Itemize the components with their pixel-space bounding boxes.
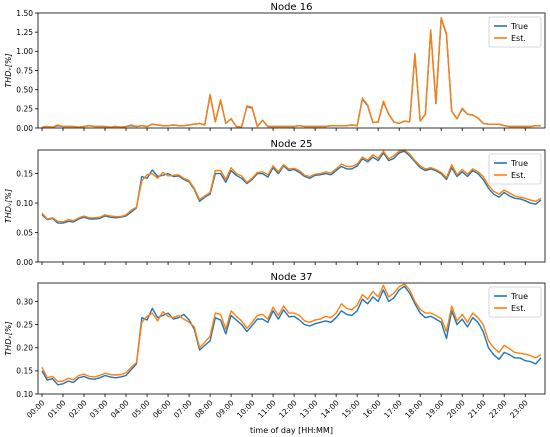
x-tick-label: 12:00 — [277, 398, 299, 420]
x-tick-label: 17:00 — [382, 398, 404, 420]
x-tick-label: 02:00 — [67, 398, 89, 420]
x-tick-label: 16:00 — [361, 398, 383, 420]
y-tick-label: 0.25 — [16, 105, 33, 114]
y-tick-label: 0.10 — [16, 390, 33, 399]
y-tick-label: 1.25 — [16, 28, 33, 37]
chart-title: Node 37 — [270, 272, 312, 283]
x-tick-label: 18:00 — [403, 398, 425, 420]
y-tick-label: 0.20 — [16, 344, 33, 353]
x-tick-label: 23:00 — [508, 398, 530, 420]
x-tick-label: 07:00 — [172, 398, 194, 420]
x-tick-label: 09:00 — [214, 398, 236, 420]
y-tick-label: 0.50 — [16, 85, 33, 94]
y-tick-label: 0.15 — [16, 169, 33, 178]
chart-title: Node 25 — [270, 139, 312, 150]
chart-panel-2: Node 37 THDᵥ[%] 0.10 0.15 0.20 0.25 0.30 True Es… — [4, 272, 546, 435]
y-tick-label: 1.00 — [16, 47, 33, 56]
y-axis-label: THDᵥ[%] — [4, 189, 13, 223]
x-tick-label: 00:00 — [25, 398, 47, 420]
legend-label: True — [510, 159, 528, 168]
y-tick-label: 0.75 — [16, 66, 33, 75]
legend-box — [488, 153, 542, 185]
legend-label: Est. — [511, 171, 526, 180]
y-tick-label: 0.25 — [16, 320, 33, 329]
x-tick-label: 15:00 — [340, 398, 362, 420]
series-line-est — [41, 283, 542, 383]
y-axis-label: THDᵥ[%] — [4, 53, 13, 87]
chart-title: Node 16 — [270, 2, 312, 13]
chart-panel-1: Node 25 THDᵥ[%] 0.00 0.05 0.10 0.15 True Est. — [4, 139, 546, 267]
y-tick-label: 0.10 — [16, 199, 33, 208]
chart-panel-0: Node 16 THDᵥ[%] 0.00 0.25 0.50 0.75 1.00 1.25 1.… — [4, 2, 546, 133]
series-line-est — [41, 149, 542, 223]
x-tick-label: 01:00 — [46, 398, 68, 420]
legend-label: True — [510, 22, 528, 31]
y-tick-label: 0.15 — [16, 367, 33, 376]
x-tick-label: 03:00 — [88, 398, 110, 420]
axes-frame — [37, 149, 546, 263]
legend: True Est. — [488, 286, 542, 318]
y-axis-label: THDᵥ[%] — [4, 321, 13, 355]
x-tick-label: 21:00 — [466, 398, 488, 420]
x-tick-label: 20:00 — [445, 398, 467, 420]
y-tick-label: 0.00 — [16, 258, 33, 267]
legend-label: True — [510, 292, 528, 301]
legend-label: Est. — [511, 304, 526, 313]
series-line-true — [41, 150, 542, 224]
series-line-true — [41, 285, 542, 386]
x-tick-label: 08:00 — [193, 398, 215, 420]
x-tick-label: 19:00 — [424, 398, 446, 420]
x-tick-label: 06:00 — [151, 398, 173, 420]
x-tick-label: 14:00 — [319, 398, 341, 420]
x-tick-label: 11:00 — [256, 398, 278, 420]
y-tick-label: 0.30 — [16, 297, 33, 306]
x-tick-label: 04:00 — [109, 398, 131, 420]
legend: True Est. — [488, 153, 542, 185]
x-axis-label: time of day [HH:MM] — [250, 426, 333, 435]
legend-box — [488, 286, 542, 318]
legend: True Est. — [488, 16, 542, 48]
axes-frame — [37, 282, 546, 395]
series-line-true — [41, 17, 541, 128]
x-tick-label: 05:00 — [130, 398, 152, 420]
legend-label: Est. — [511, 34, 526, 43]
x-tick-label: 13:00 — [298, 398, 320, 420]
axes-frame — [37, 12, 546, 129]
y-tick-label: 0.05 — [16, 228, 33, 237]
x-tick-label: 10:00 — [235, 398, 257, 420]
series-line-est — [41, 16, 541, 128]
x-tick-label: 22:00 — [487, 398, 509, 420]
legend-box — [488, 16, 542, 48]
y-tick-label: 0.00 — [16, 124, 33, 133]
y-tick-label: 1.50 — [16, 9, 33, 18]
